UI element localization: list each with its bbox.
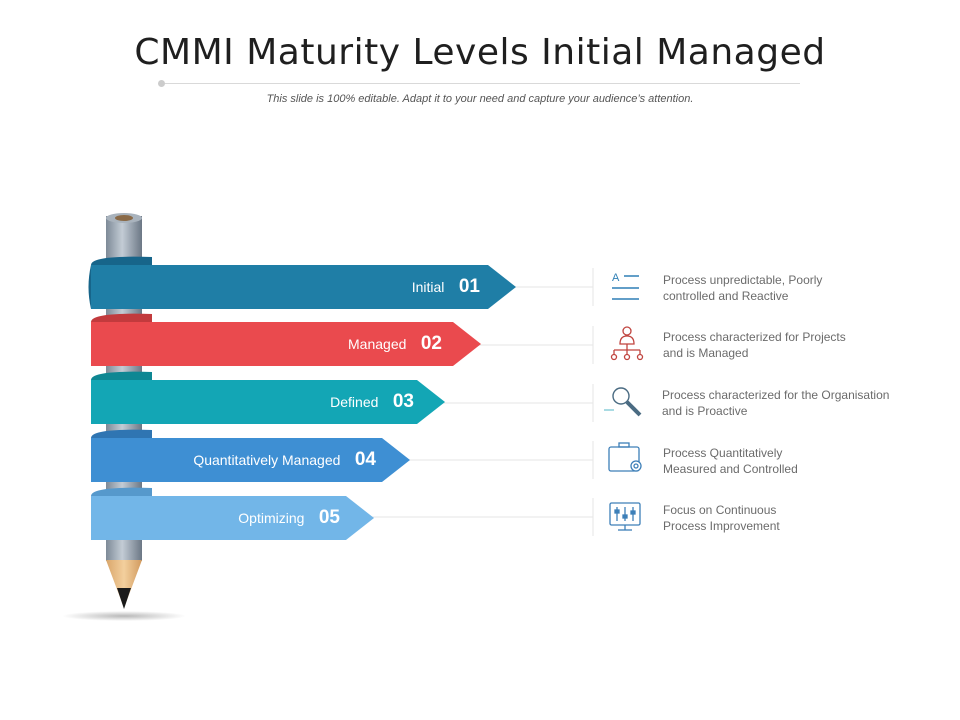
description-line: Process Quantitatively [663,446,783,460]
description-line: Process Improvement [663,519,780,533]
level-description-05: Focus on Continuous Process Improvement [663,502,923,534]
pencil-tip-wood [106,560,142,608]
level-description-03: Process characterized for the Organisati… [662,387,922,419]
description-line: Process characterized for the Organisati… [662,388,890,402]
level-name: Initial [411,279,445,295]
level-name: Managed [348,336,407,352]
level-name: Defined [330,394,379,410]
pencil-top-core [115,215,133,221]
description-line: Process characterized for Projects [663,330,846,344]
description-line: and is Proactive [662,404,748,418]
pencil-shadow [62,611,186,621]
level-number: 03 [392,391,414,412]
svg-text:A: A [612,272,620,284]
monitor-sliders-icon [609,502,641,531]
description-line: Process unpredictable, Poorly [663,273,823,287]
level-number: 05 [318,507,340,528]
ribbon-level-05 [91,487,374,540]
level-name: Quantitatively Managed [193,452,341,468]
guide-lines [371,268,594,536]
level-name: Optimizing [238,510,305,526]
level-label-04: Quantitatively Managed 04 [150,438,376,482]
level-number: 02 [420,333,442,354]
level-description-04: Process Quantitatively Measured and Cont… [663,445,923,477]
description-line: and is Managed [663,346,749,360]
level-number: 04 [354,449,376,470]
ribbon-level-01 [88,256,516,309]
magnifier-icon [604,387,642,417]
description-line: Measured and Controlled [663,462,798,476]
description-line: Focus on Continuous [663,503,777,517]
title-divider [160,83,800,84]
level-label-02: Managed 02 [260,322,442,366]
level-description-01: Process unpredictable, Poorly controlled… [663,272,923,304]
ribbon-level-02 [91,313,481,366]
level-number: 01 [458,276,480,297]
level-label-01: Initial 01 [300,265,480,309]
level-description-02: Process characterized for Projects and i… [663,329,923,361]
briefcase-gear-icon [608,442,642,472]
checklist-icon: A [612,272,639,300]
level-label-05: Optimizing 05 [180,496,340,540]
page-title: CMMI Maturity Levels Initial Managed [134,32,826,73]
level-label-03: Defined 03 [220,380,414,424]
page-subtitle: This slide is 100% editable. Adapt it to… [266,93,694,105]
description-line: controlled and Reactive [663,289,789,303]
org-chart-icon [610,326,644,361]
pencil-lead [117,588,131,609]
ribbon-level-03 [91,371,445,424]
ribbon-level-04 [91,429,410,482]
title-divider-dot [158,80,165,87]
